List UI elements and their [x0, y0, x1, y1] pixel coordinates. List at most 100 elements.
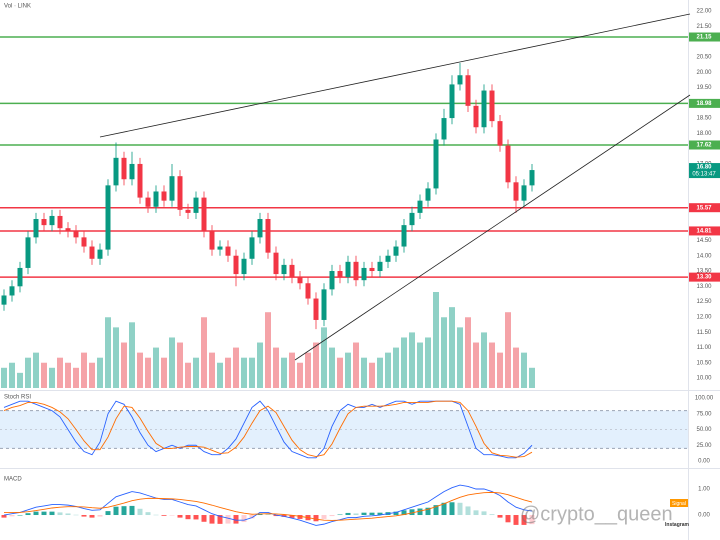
candle-body: [481, 90, 487, 128]
volume-bar: [385, 352, 391, 388]
candle-body: [97, 249, 103, 259]
macd-histogram-bar: [65, 513, 71, 516]
volume-bar: [393, 347, 399, 388]
watermark-platform: Instagram: [665, 522, 689, 528]
macd-histogram-bar: [1, 515, 7, 518]
volume-bar: [145, 357, 151, 388]
volume-bar: [521, 352, 527, 388]
volume-bar: [273, 347, 279, 388]
volume-bar: [33, 352, 39, 388]
volume-bar: [257, 342, 263, 388]
candle-body: [265, 219, 271, 253]
volume-bar: [481, 332, 487, 388]
candle-body: [441, 118, 447, 140]
macd-histogram-bar: [409, 509, 415, 516]
candle-body: [233, 255, 239, 275]
stoch-line: [3, 400, 533, 458]
candle-body: [121, 157, 127, 180]
volume-bar: [353, 342, 359, 388]
macd-histogram-bar: [265, 513, 271, 516]
macd-histogram-bar: [153, 514, 159, 516]
y-tick-label: 13.00: [696, 284, 712, 290]
volume-bar: [441, 317, 447, 388]
volume-bar: [185, 362, 191, 388]
candle-body: [409, 212, 415, 226]
level-label: 15.57: [696, 205, 712, 211]
y-tick-label: 14.00: [696, 253, 712, 259]
volume-bar: [425, 337, 431, 388]
macd-histogram-bar: [209, 515, 215, 524]
volume-bar: [113, 327, 119, 388]
macd-histogram-bar: [177, 515, 183, 518]
candle-body: [417, 200, 423, 213]
macd-histogram-bar: [473, 510, 479, 516]
candle-body: [465, 75, 471, 106]
signal-badge: [670, 499, 688, 507]
main-title: Vol · LINK: [4, 4, 31, 10]
volume-bar: [1, 367, 7, 388]
volume-bar: [513, 347, 519, 388]
level-label: 18.98: [696, 101, 712, 107]
signal-badge-label: Signal: [672, 501, 686, 507]
volume-bar: [473, 342, 479, 388]
volume-bar: [449, 307, 455, 388]
candle-body: [449, 84, 455, 119]
volume-bar: [57, 357, 63, 388]
countdown: 05:13:47: [692, 172, 716, 178]
candle-body: [65, 228, 71, 232]
y-tick-label: 0.00: [698, 459, 710, 465]
volume-bar: [9, 362, 15, 388]
macd-histogram-bar: [185, 515, 191, 520]
level-badge: [689, 98, 720, 108]
candle-body: [185, 209, 191, 213]
volume-bar: [25, 357, 31, 388]
trend-line: [294, 94, 691, 361]
macd-histogram-bar: [225, 515, 231, 524]
volume-bar: [49, 367, 55, 388]
candle-body: [145, 197, 151, 207]
macd-histogram-bar: [33, 511, 39, 516]
volume-bar: [169, 337, 175, 388]
macd-histogram-bar: [89, 515, 95, 518]
candle-body: [201, 197, 207, 232]
candle-body: [473, 105, 479, 128]
candle-body: [337, 271, 343, 278]
marks: [0, 36, 688, 526]
candle-body: [113, 157, 119, 186]
macd-title: MACD: [4, 477, 22, 483]
volume-bar: [177, 342, 183, 388]
candle-body: [393, 246, 399, 256]
macd-histogram-bar: [49, 511, 55, 516]
last-price-badge: [689, 163, 720, 179]
candle-body: [457, 75, 463, 85]
candle-body: [281, 264, 287, 275]
stoch-band: [0, 410, 688, 449]
volume-bar: [265, 312, 271, 388]
macd-histogram-bar: [529, 515, 535, 525]
volume-bar: [305, 352, 311, 388]
macd-histogram-bar: [105, 511, 111, 516]
volume-bar: [97, 357, 103, 388]
candle-body: [89, 246, 95, 259]
volume-bar: [337, 357, 343, 388]
macd-histogram-bar: [73, 514, 79, 516]
macd-histogram-bar: [113, 506, 119, 516]
volume-bar: [41, 362, 47, 388]
macd-histogram-bar: [137, 508, 143, 516]
candle-body: [217, 246, 223, 250]
stoch-title: Stoch RSI: [4, 395, 31, 401]
macd-histogram-bar: [369, 512, 375, 516]
y-tick-label: 14.50: [696, 238, 712, 244]
macd-histogram-bar: [417, 508, 423, 516]
macd-histogram-bar: [169, 515, 175, 516]
volume-bar: [433, 292, 439, 388]
macd-line: [3, 484, 533, 526]
candle-body: [41, 219, 47, 226]
macd-histogram-bar: [273, 515, 279, 517]
candle-body: [209, 231, 215, 250]
volume-bar: [121, 342, 127, 388]
volume-bar: [233, 347, 239, 388]
volume-bar: [417, 342, 423, 388]
y-tick-label: 75.00: [696, 411, 712, 417]
